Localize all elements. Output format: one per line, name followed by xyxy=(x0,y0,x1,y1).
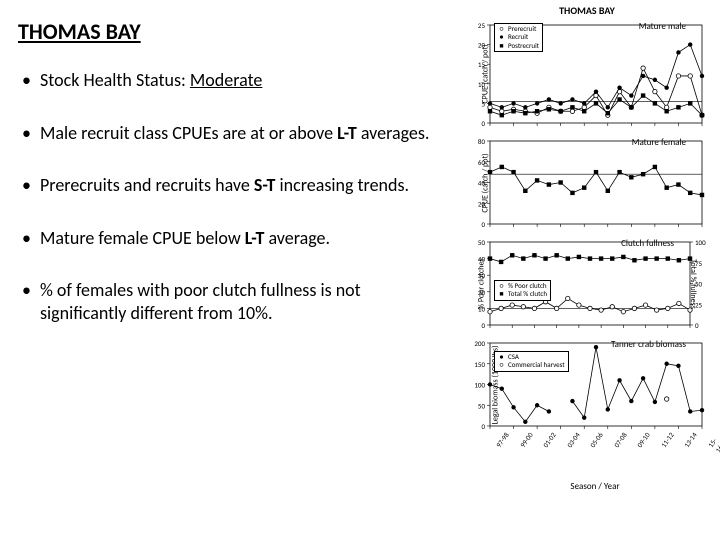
svg-text:200: 200 xyxy=(474,339,485,348)
svg-text:0: 0 xyxy=(695,321,699,330)
p4-title: Tanner crab biomass xyxy=(611,339,686,350)
b4-a: Mature female CPUE below xyxy=(40,227,245,249)
bullet-5: % of females with poor clutch fullness i… xyxy=(40,279,450,324)
b3-c: increasing trends. xyxy=(275,174,409,196)
xtick-7: 11-12 xyxy=(659,431,676,450)
svg-text:50: 50 xyxy=(478,238,486,247)
b1-pre: Stock Health Status: xyxy=(40,69,190,91)
p1-leg2: Postrecruit xyxy=(508,42,539,50)
b2-c: averages. xyxy=(357,122,430,144)
x-axis: 97-9899-0001-0203-0405-0607-0809-1011-12… xyxy=(490,438,700,492)
bullet-4: Mature female CPUE below L-T average. xyxy=(40,227,450,250)
xtick-3: 03-04 xyxy=(565,431,582,450)
p2-ylabel: CPUE (catch / pot) xyxy=(481,153,491,212)
xtick-8: 13-14 xyxy=(682,431,699,450)
svg-text:150: 150 xyxy=(474,360,485,369)
p3-title: Clutch fullness xyxy=(621,238,674,249)
b3-a: Prerecruits and recruits have xyxy=(40,174,254,196)
xtick-2: 01-02 xyxy=(541,431,558,450)
xtick-1: 99-00 xyxy=(518,431,535,450)
p3-ylabel: % Poor clutches xyxy=(477,258,487,309)
b3-b: S-T xyxy=(254,174,276,196)
xtick-5: 07-08 xyxy=(612,431,629,450)
svg-text:50: 50 xyxy=(478,401,486,410)
svg-text:25: 25 xyxy=(478,21,486,30)
p2-title: Mature female xyxy=(632,137,686,148)
p4-leg1: Commercial harvest xyxy=(508,361,565,369)
b2-b: L-T xyxy=(337,122,357,144)
p1-title: Mature male xyxy=(639,21,686,32)
x-label: Season / Year xyxy=(570,481,619,492)
b2-a: Male recruit class CPUEs are at or above xyxy=(40,122,337,144)
p3-legend: ○% Poor clutch ■Total % clutch xyxy=(494,280,551,301)
p2-chart: 020406080 xyxy=(460,135,712,230)
bullet-list: Stock Health Status: Moderate Male recru… xyxy=(18,69,450,324)
figure-column: THOMAS BAY CPUE (catch / pot) Mature mal… xyxy=(458,0,720,540)
bullet-3: Prerecruits and recruits have S-T increa… xyxy=(40,174,450,197)
figure-title: THOMAS BAY xyxy=(460,4,714,17)
svg-text:0: 0 xyxy=(481,220,485,229)
panel-biomass: Legal biomass (1000 lbs) Tanner crab bio… xyxy=(460,337,714,432)
svg-text:0: 0 xyxy=(481,422,485,431)
svg-text:80: 80 xyxy=(478,137,486,146)
xtick-9: 15-16 xyxy=(706,436,720,454)
bullet-1: Stock Health Status: Moderate xyxy=(40,69,450,92)
xtick-0: 97-98 xyxy=(494,431,511,450)
p1-ylabel: CPUE (catch / pot) xyxy=(481,44,491,103)
panel-mature-male: CPUE (catch / pot) Mature male ○Prerecru… xyxy=(460,19,714,129)
p1-legend: ○Prerecruit ●Recruit ■Postrecruit xyxy=(494,23,543,52)
svg-text:100: 100 xyxy=(695,238,706,247)
xtick-6: 09-10 xyxy=(635,431,652,450)
svg-text:0: 0 xyxy=(481,321,485,330)
b1-em: Moderate xyxy=(190,69,262,91)
xtick-4: 05-06 xyxy=(588,431,605,450)
b4-c: average. xyxy=(264,227,330,249)
bullet-2: Male recruit class CPUEs are at or above… xyxy=(40,122,450,145)
svg-text:100: 100 xyxy=(474,381,485,390)
page-title: THOMAS BAY xyxy=(18,18,450,45)
b4-b: L-T xyxy=(245,227,265,249)
panel-mature-female: CPUE (catch / pot) Mature female 0204060… xyxy=(460,135,714,230)
p3-leg1: Total % clutch xyxy=(508,290,547,298)
p4-legend: ●CSA ○Commercial harvest xyxy=(494,351,569,372)
p3-ylabel2: Total % fullness xyxy=(688,259,698,309)
svg-text:0: 0 xyxy=(481,119,485,128)
panel-clutch-fullness: % Poor clutches Total % fullness Clutch … xyxy=(460,236,714,331)
